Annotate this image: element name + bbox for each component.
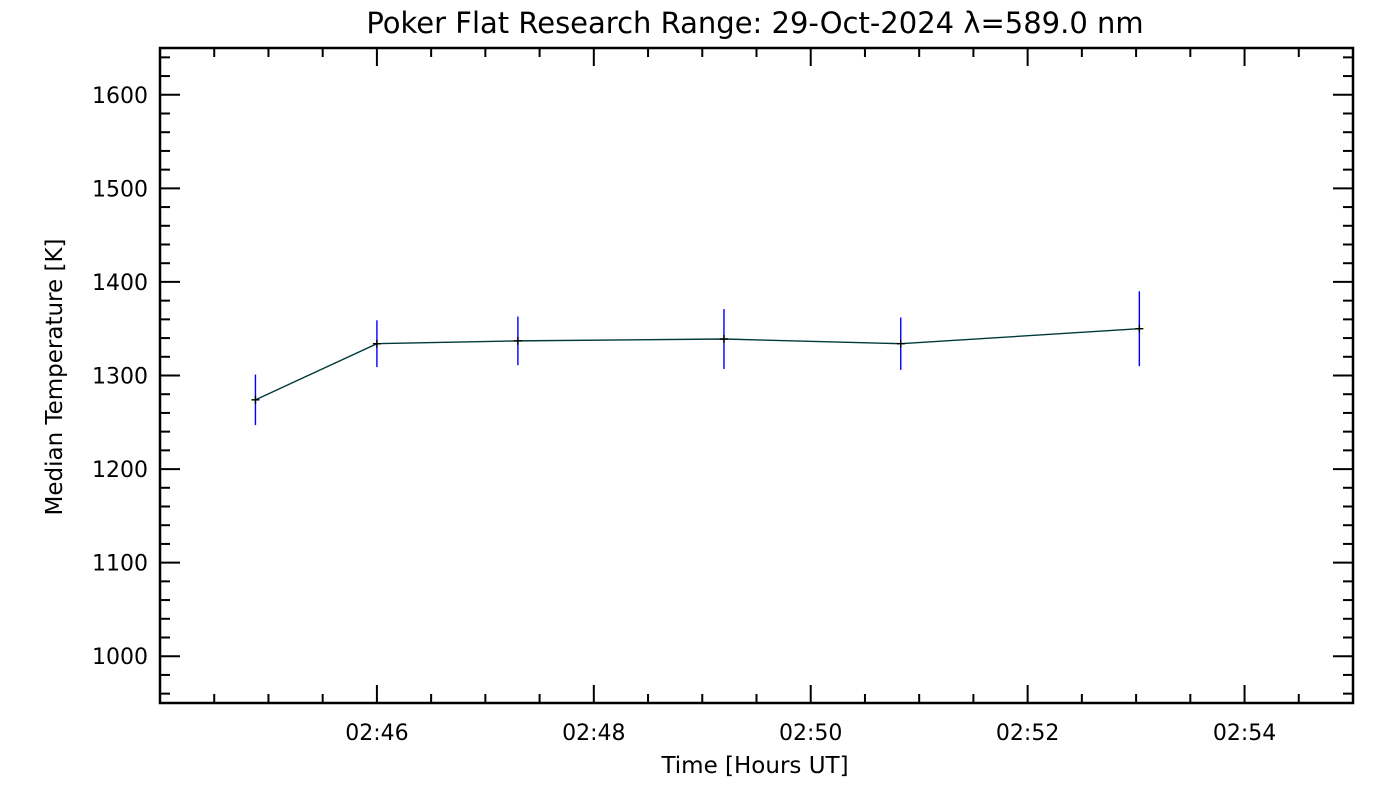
data-series — [251, 291, 1144, 426]
data-point — [513, 336, 522, 345]
data-point — [719, 335, 728, 344]
data-point — [896, 339, 905, 348]
x-axis-label: Time [Hours UT] — [660, 753, 848, 779]
plot-frame — [158, 46, 1355, 705]
chart-title: Poker Flat Research Range: 29-Oct-2024 λ… — [366, 6, 1143, 40]
x-tick-label: 02:50 — [779, 721, 842, 746]
x-tick-label: 02:48 — [562, 721, 625, 746]
y-tick-label: 1600 — [92, 84, 148, 109]
x-tick-label: 02:54 — [1213, 721, 1276, 746]
y-axis-label: Median Temperature [K] — [42, 239, 68, 516]
y-tick-label: 1000 — [92, 645, 148, 670]
series-line — [255, 328, 1140, 401]
x-tick-label: 02:46 — [345, 721, 408, 746]
y-tick-label: 1200 — [92, 458, 148, 483]
data-point — [1135, 324, 1144, 333]
y-tick-label: 1100 — [92, 552, 148, 577]
y-tick-label: 1400 — [92, 271, 148, 296]
axis-tick-labels: 02:46 02:48 02:50 02:52 02:54 1000 1100 1200 130… — [92, 84, 1276, 746]
y-tick-label: 1500 — [92, 177, 148, 202]
data-point — [251, 395, 260, 404]
data-point — [372, 339, 381, 348]
y-tick-label: 1300 — [92, 365, 148, 390]
axis-ticks — [159, 48, 1354, 703]
x-tick-label: 02:52 — [996, 721, 1059, 746]
